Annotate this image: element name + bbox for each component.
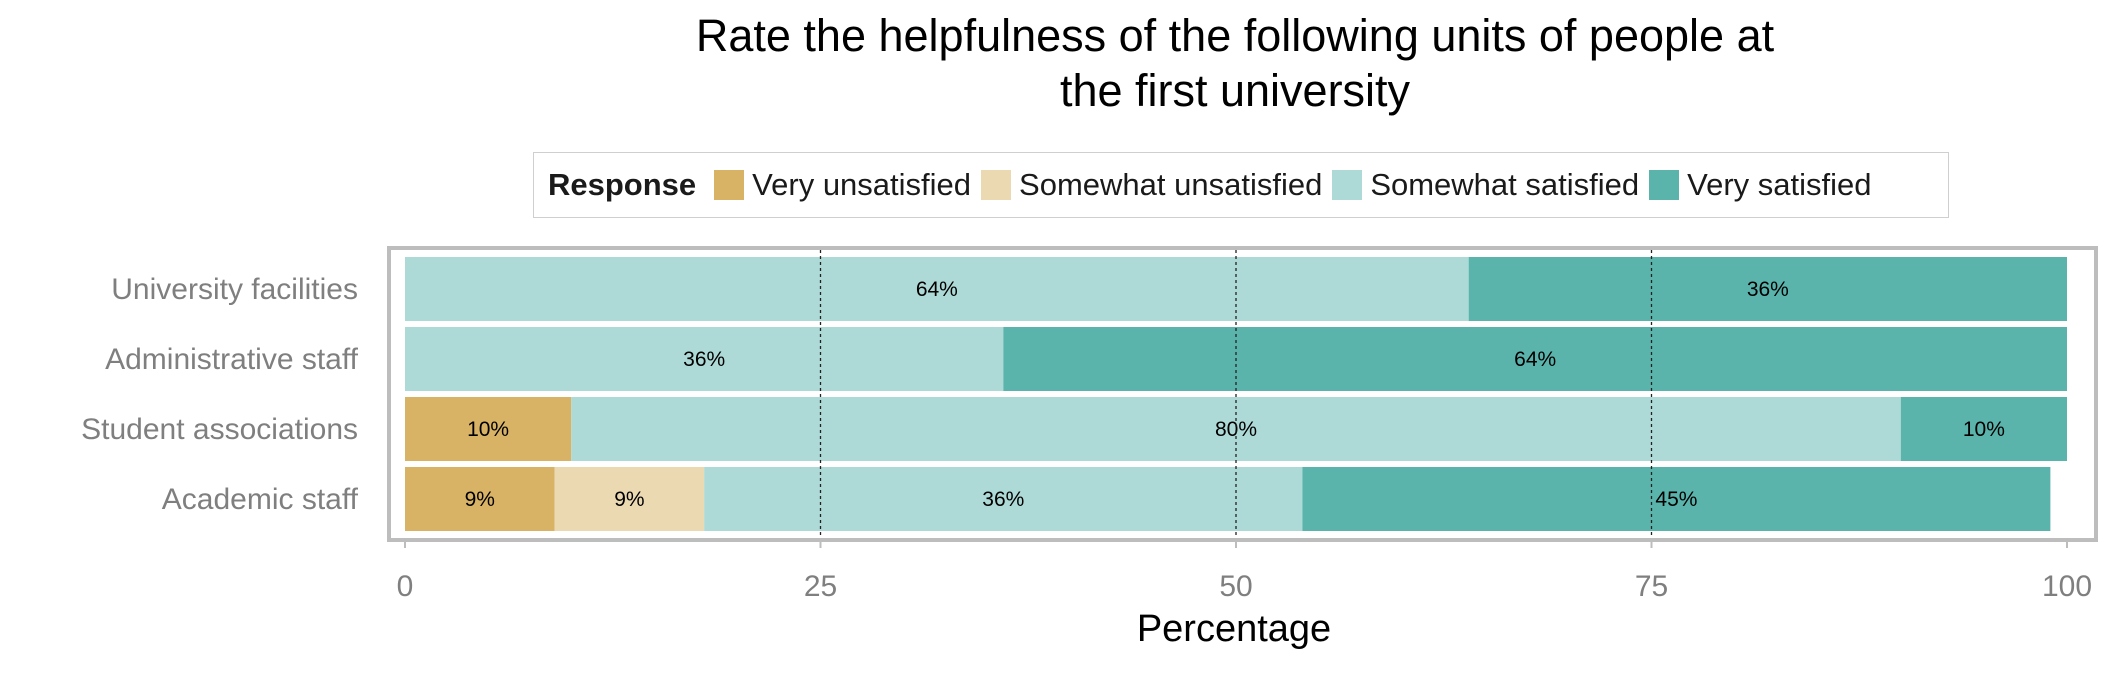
bar-segment bbox=[704, 467, 1303, 531]
category-label: Administrative staff bbox=[105, 343, 359, 376]
category-label: Academic staff bbox=[162, 483, 359, 516]
data-label: 36% bbox=[683, 348, 725, 371]
x-tick-label: 0 bbox=[397, 570, 414, 603]
data-label: 80% bbox=[1215, 418, 1257, 441]
legend-label: Very unsatisfied bbox=[752, 167, 972, 202]
legend-label: Somewhat satisfied bbox=[1370, 167, 1640, 202]
data-label: 10% bbox=[467, 418, 509, 441]
chart-title-line-1: Rate the helpfulness of the following un… bbox=[695, 10, 1775, 61]
bar-segment bbox=[1302, 467, 2051, 531]
bar-segment bbox=[1003, 327, 2067, 391]
bar-segment bbox=[405, 397, 572, 461]
legend-item-1: Somewhat unsatisfied bbox=[981, 167, 1322, 203]
x-tick-label: 50 bbox=[1219, 570, 1252, 603]
bar-segment bbox=[405, 257, 1469, 321]
data-label: 64% bbox=[1514, 348, 1556, 371]
bar-segment bbox=[554, 467, 705, 531]
chart-title: Rate the helpfulness of the following un… bbox=[480, 8, 1990, 118]
bar-segment bbox=[405, 327, 1004, 391]
legend-swatch bbox=[714, 170, 745, 200]
legend: Response Very unsatisfied Somewhat unsati… bbox=[533, 152, 1949, 218]
legend-title: Response bbox=[548, 167, 697, 202]
data-label: 9% bbox=[465, 488, 495, 511]
legend-item-0: Very unsatisfied bbox=[714, 167, 971, 203]
legend-item-2: Somewhat satisfied bbox=[1332, 167, 1639, 203]
legend-swatch bbox=[1649, 170, 1680, 200]
data-label: 10% bbox=[1963, 418, 2005, 441]
legend-item-3: Very satisfied bbox=[1649, 167, 1872, 203]
category-label: Student associations bbox=[81, 413, 358, 446]
legend-label: Very satisfied bbox=[1687, 167, 1872, 202]
plot-panel bbox=[387, 246, 2098, 542]
x-tick-label: 75 bbox=[1635, 570, 1668, 603]
bar-segment bbox=[1900, 397, 2067, 461]
legend-swatch bbox=[1332, 170, 1363, 200]
data-label: 9% bbox=[614, 488, 644, 511]
data-label: 36% bbox=[1747, 278, 1789, 301]
data-label: 36% bbox=[982, 488, 1024, 511]
data-label: 45% bbox=[1655, 488, 1697, 511]
legend-swatch bbox=[981, 170, 1012, 200]
chart-title-line-2: the first university bbox=[1059, 65, 1411, 116]
category-label: University facilities bbox=[111, 273, 358, 306]
bar-segment bbox=[1468, 257, 2067, 321]
data-label: 64% bbox=[916, 278, 958, 301]
bar-segment bbox=[405, 467, 555, 531]
x-tick-label: 25 bbox=[804, 570, 837, 603]
legend-label: Somewhat unsatisfied bbox=[1019, 167, 1323, 202]
x-axis-title: Percentage bbox=[1137, 608, 1331, 650]
x-tick-label: 100 bbox=[2042, 570, 2092, 603]
